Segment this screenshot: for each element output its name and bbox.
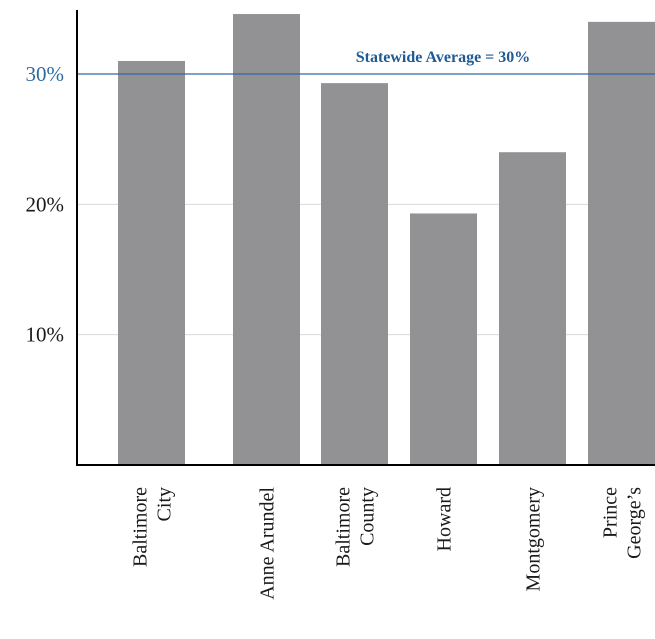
- x-category-labels: Baltimore City Anne Arundel Baltimore County…: [130, 487, 646, 600]
- x-tick-label: Anne Arundel: [257, 487, 279, 600]
- statewide-average-label: Statewide Average = 30%: [356, 49, 531, 66]
- y-tick-label: 10%: [26, 323, 65, 347]
- x-tick-label: Prince: [600, 487, 622, 538]
- x-tick-label: County: [357, 487, 379, 546]
- x-tick-label: City: [154, 487, 176, 521]
- bar: [233, 14, 300, 466]
- x-tick-label: Montgomery: [523, 487, 545, 591]
- bars: [118, 14, 655, 466]
- y-tick-label: 30%: [26, 62, 65, 86]
- x-tick-label: Howard: [434, 487, 456, 551]
- bar: [588, 21, 655, 465]
- reference-line-group: Statewide Average = 30%: [77, 49, 655, 75]
- bar: [410, 213, 477, 465]
- y-tick-labels: 10% 20% 30%: [26, 62, 65, 347]
- x-tick-label: George’s: [624, 487, 646, 559]
- bar: [321, 83, 388, 465]
- x-tick-label: Baltimore: [333, 487, 355, 567]
- x-tick-label: Baltimore: [130, 487, 152, 567]
- bar: [499, 152, 566, 465]
- bar: [118, 60, 185, 465]
- axes: [76, 10, 655, 466]
- y-tick-label: 20%: [26, 192, 65, 216]
